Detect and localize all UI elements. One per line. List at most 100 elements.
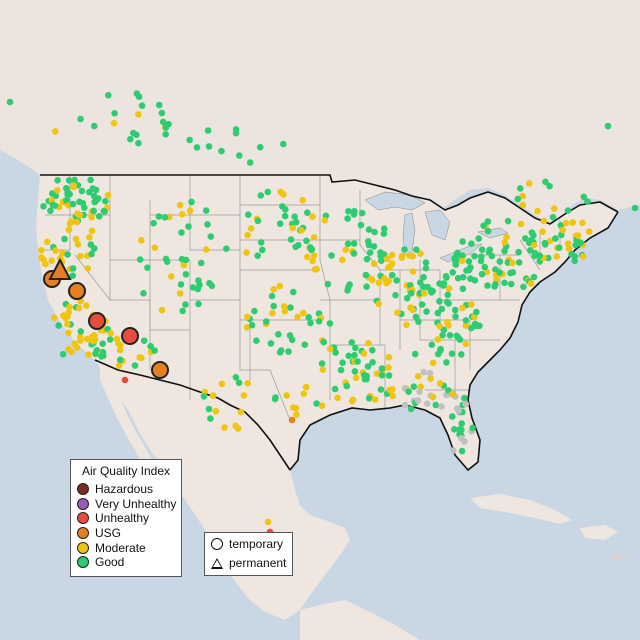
monitor-dot-good (232, 374, 240, 381)
monitor-dot-good (465, 258, 473, 265)
monitor-dot-good (517, 185, 524, 192)
monitor-dot-moderate (569, 219, 576, 226)
monitor-dot-no-data (458, 435, 465, 442)
monitor-dot-moderate (52, 128, 59, 135)
monitor-dot-moderate (73, 218, 80, 226)
monitor-dot-moderate (77, 252, 84, 260)
monitor-dot-good (467, 264, 474, 271)
monitor-dot-good (514, 195, 522, 203)
monitor-dot-moderate (116, 346, 124, 354)
monitor-dot-moderate (309, 213, 316, 220)
monitor-dot-good (344, 215, 351, 222)
monitor-dot-good (552, 235, 559, 242)
monitor-dot-moderate (385, 364, 392, 371)
monitor-dot-good (456, 426, 463, 433)
monitor-dot-good (147, 342, 154, 350)
monitor-dot-good (92, 197, 100, 204)
monitor-dot-good (385, 372, 393, 379)
monitor-dot-moderate (370, 260, 378, 268)
monitor-dot-moderate (565, 245, 573, 252)
monitor-dot-good (162, 124, 170, 131)
monitor-dot-good (105, 91, 112, 99)
monitor-dot-moderate (436, 322, 443, 330)
monitor-dot-good (280, 140, 287, 148)
monitor-dot-good (445, 300, 452, 307)
monitor-dot-moderate (74, 210, 81, 217)
monitor-dot-moderate (244, 379, 251, 387)
monitor-dot-moderate (64, 320, 71, 328)
monitor-dot-good (451, 426, 458, 433)
monitor-dot-moderate (321, 217, 329, 224)
monitor-dot-good (151, 347, 158, 354)
monitor-dot-moderate (375, 279, 383, 287)
monitor-dot-moderate (283, 392, 290, 399)
monitor-dot-good (443, 274, 450, 281)
monitor-dot-good (371, 228, 378, 236)
monitor-dot-moderate (138, 354, 145, 362)
monitor-dot-good (69, 200, 77, 208)
legend-label: Hazardous (95, 482, 154, 497)
monitor-dot-good (469, 424, 476, 432)
monitor-dot-good (332, 349, 339, 356)
puerto-rico (612, 554, 626, 560)
monitor-dot-good (501, 247, 508, 255)
monitor-dot-moderate (104, 191, 112, 199)
legend-row-unhealthy: Unhealthy (71, 511, 181, 526)
baja-california (100, 365, 160, 478)
monitor-dot-good (428, 289, 435, 296)
monitor-dot-good (77, 115, 84, 123)
monitor-dot-good (200, 393, 208, 400)
monitor-dot-good (307, 319, 314, 327)
monitor-dot-good (77, 328, 85, 335)
monitor-dot-moderate (88, 227, 96, 235)
monitor-dot-moderate (115, 362, 123, 370)
monitor-dot-good (473, 308, 480, 316)
monitor-dot-good (410, 383, 418, 391)
lake-superior (364, 191, 426, 211)
monitor-dot-good (257, 239, 265, 246)
legend-row-good: Good (71, 555, 181, 570)
very-unhealthy-swatch (77, 497, 89, 510)
monitor-dot-good (71, 176, 78, 184)
monitor-dot-good (467, 275, 474, 283)
state-borders (45, 175, 561, 421)
monitor-dot-good (438, 305, 446, 313)
legend-label: Moderate (95, 540, 146, 555)
monitor-dot-moderate (298, 227, 305, 234)
monitor-dot-good (365, 395, 373, 402)
monitor-dot-good (462, 317, 470, 324)
monitor-dot-moderate (42, 260, 49, 268)
monitor-dot-moderate (247, 225, 255, 232)
monitor-dot-moderate (417, 250, 424, 257)
legend-row-usg: USG (71, 526, 181, 541)
monitor-dot-good (546, 182, 553, 190)
monitor-dot-good (331, 385, 339, 393)
monitor-dot-good (182, 271, 190, 278)
monitor-dot-moderate (385, 277, 393, 285)
monitor-dot-moderate (579, 219, 586, 227)
monitor-dot-good (337, 366, 345, 374)
monitor-dot-good (93, 347, 100, 354)
monitor-dot-moderate (50, 314, 58, 322)
monitor-dot-good (458, 351, 465, 358)
site-usg-2 (68, 282, 86, 300)
fire-site-markers (43, 257, 169, 379)
monitor-dot-good (418, 301, 426, 308)
monitor-dot-moderate (232, 422, 239, 430)
monitor-dot-moderate (449, 390, 457, 398)
monitor-dot-moderate (553, 253, 561, 260)
monitor-dot-moderate (559, 226, 566, 234)
monitor-dot-good (264, 188, 272, 196)
monitor-dot-good (40, 203, 47, 210)
monitor-dot-good (432, 401, 440, 409)
monitor-dot-moderate (414, 373, 422, 380)
monitor-dot-good (159, 118, 167, 126)
monitor-dot-good (568, 250, 575, 258)
monitor-dot-good (155, 101, 163, 109)
monitor-dot-moderate (117, 341, 124, 349)
monitor-dot-moderate (70, 182, 77, 189)
monitor-dot-good (135, 139, 142, 147)
monitor-dot-moderate (462, 340, 470, 348)
monitor-dot-moderate (462, 322, 470, 329)
monitor-dot-good (193, 144, 201, 151)
